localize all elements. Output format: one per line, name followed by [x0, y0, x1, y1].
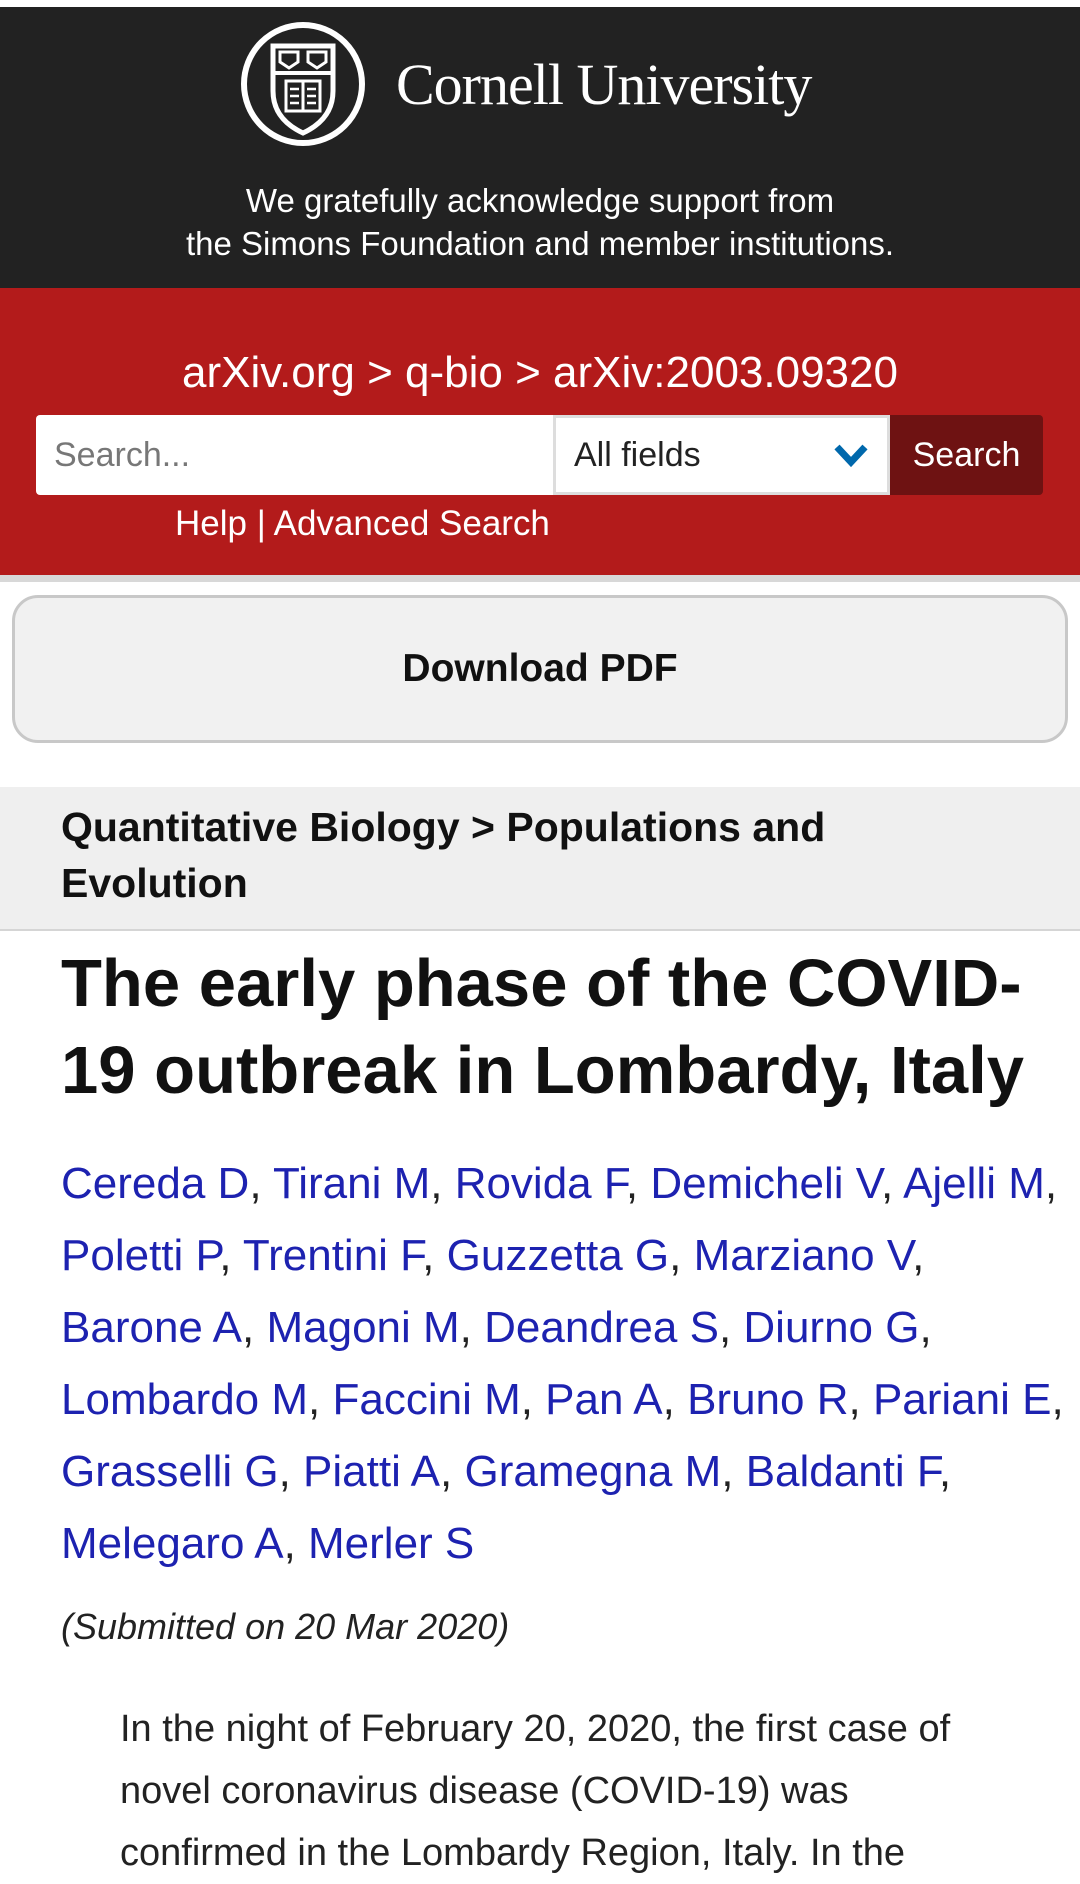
author-link[interactable]: Magoni M [266, 1303, 460, 1352]
author-link[interactable]: Faccini M [332, 1375, 521, 1424]
author-link[interactable]: Pariani E [872, 1375, 1052, 1424]
acknowledgement-line-1: We gratefully acknowledge support from [245, 182, 835, 219]
author-link[interactable]: Guzzetta G [446, 1231, 670, 1280]
author-link[interactable]: Ajelli M [903, 1159, 1045, 1208]
breadcrumb-arxiv[interactable]: arXiv.org [182, 348, 355, 397]
search-bar: All fields Search [36, 415, 1043, 495]
author-link[interactable]: Bruno R [687, 1375, 849, 1424]
search-button[interactable]: Search [890, 415, 1043, 495]
help-link[interactable]: Help [175, 504, 247, 543]
author-link[interactable]: Lombardo M [61, 1375, 309, 1424]
chevron-down-icon [834, 444, 868, 467]
search-field-value: All fields [574, 435, 701, 474]
search-input[interactable] [36, 415, 553, 495]
author-list: Cereda D, Tirani M, Rovida F, Demicheli … [61, 1159, 1064, 1568]
author-link[interactable]: Trentini F [242, 1231, 423, 1280]
author-link[interactable]: Marziano V [693, 1231, 913, 1280]
link-divider: | [256, 504, 266, 543]
divider [0, 575, 1080, 582]
author-link[interactable]: Melegaro A [61, 1519, 284, 1568]
help-links: Help | Advanced Search [175, 504, 550, 544]
author-link[interactable]: Gramegna M [464, 1447, 722, 1496]
search-field-select[interactable]: All fields [553, 415, 890, 495]
breadcrumb-separator: > [367, 348, 393, 397]
top-strip [0, 0, 1080, 7]
acknowledgement-line-2: the Simons Foundation and member institu… [185, 225, 895, 262]
arxiv-header: arXiv.org > q-bio > arXiv:2003.09320 All… [0, 288, 1080, 575]
abstract: In the night of February 20, 2020, the f… [120, 1708, 951, 1874]
author-link[interactable]: Tirani M [272, 1159, 431, 1208]
author-link[interactable]: Diurno G [743, 1303, 920, 1352]
breadcrumb-paper-id: arXiv:2003.09320 [553, 348, 898, 397]
subject-heading: Quantitative Biology > Populations and E… [0, 787, 1080, 931]
author-link[interactable]: Demicheli V [650, 1159, 882, 1208]
author-link[interactable]: Deandrea S [484, 1303, 719, 1352]
cornell-university-name[interactable]: Cornell University [396, 52, 812, 117]
cornell-header: Cornell University We gratefully acknowl… [0, 7, 1080, 288]
breadcrumb-q-bio[interactable]: q-bio [405, 348, 503, 397]
author-link[interactable]: Cereda D [61, 1159, 250, 1208]
author-link[interactable]: Pan A [545, 1375, 663, 1424]
download-pdf-button[interactable]: Download PDF [12, 595, 1068, 743]
author-link[interactable]: Baldanti F [745, 1447, 939, 1496]
author-link[interactable]: Merler S [308, 1519, 475, 1568]
author-link[interactable]: Piatti A [303, 1447, 441, 1496]
author-link[interactable]: Rovida F [454, 1159, 626, 1208]
breadcrumb: arXiv.org > q-bio > arXiv:2003.09320 [0, 348, 1080, 398]
acknowledgement: We gratefully acknowledge support from t… [0, 179, 1080, 265]
author-link[interactable]: Barone A [61, 1303, 243, 1352]
paper-title: The early phase of the COVID-19 outbreak… [61, 946, 1025, 1108]
author-link[interactable]: Grasselli G [61, 1447, 279, 1496]
author-link[interactable]: Poletti P [61, 1231, 220, 1280]
cornell-seal-logo[interactable] [240, 21, 366, 147]
breadcrumb-separator: > [515, 348, 541, 397]
advanced-search-link[interactable]: Advanced Search [273, 504, 550, 543]
submission-date: (Submitted on 20 Mar 2020) [61, 1606, 510, 1647]
